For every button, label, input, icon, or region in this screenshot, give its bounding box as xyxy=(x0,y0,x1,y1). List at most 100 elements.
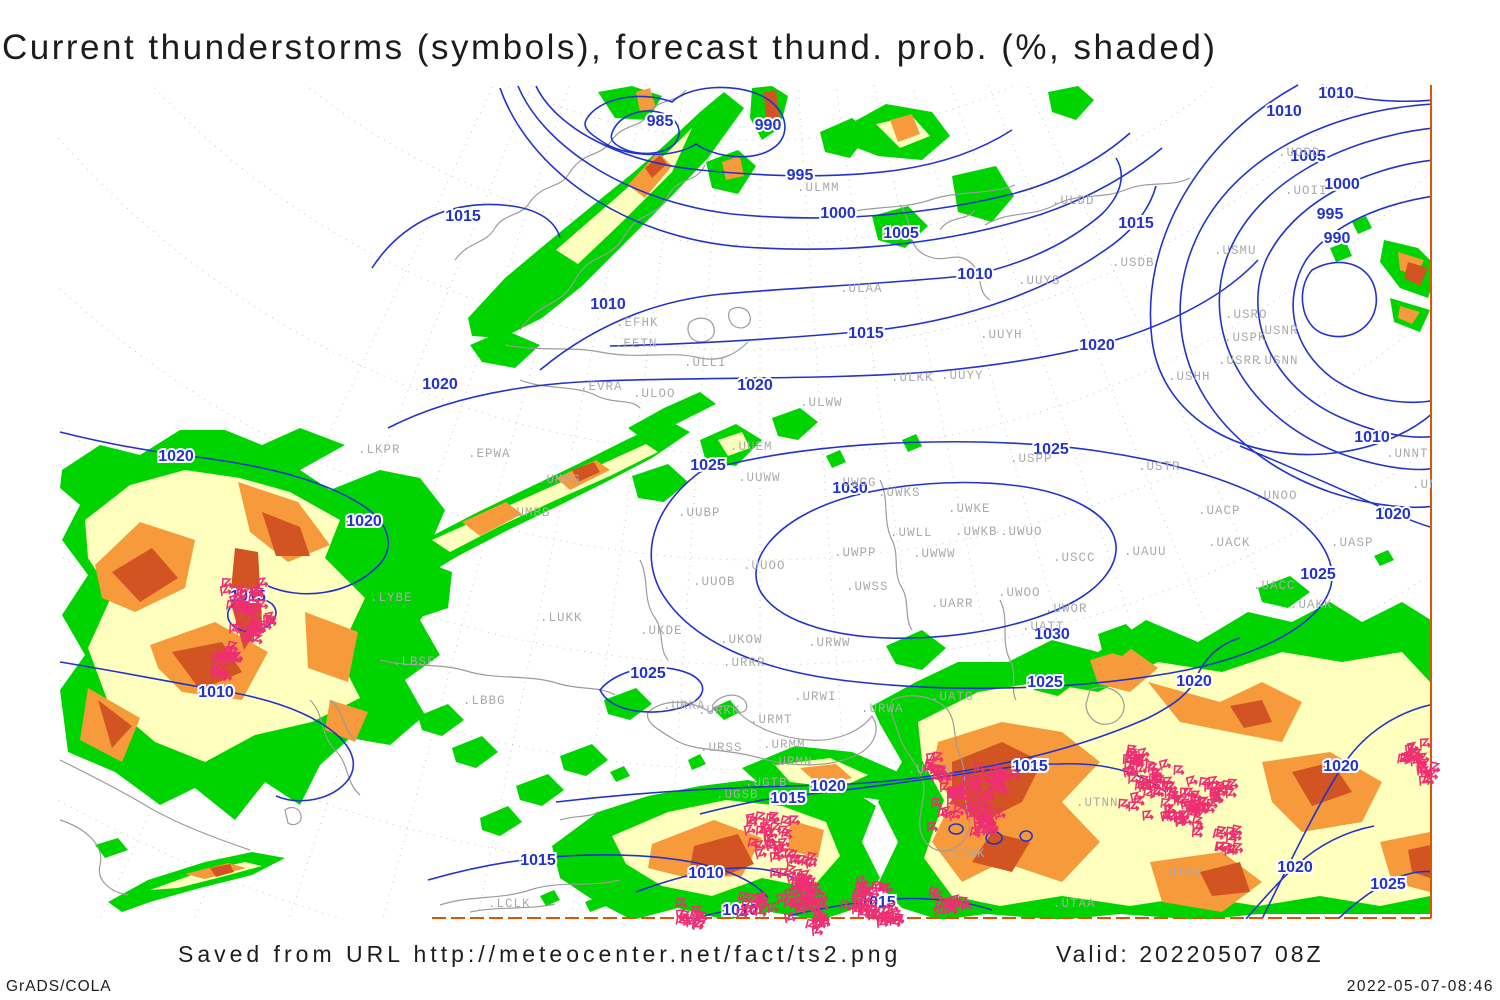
station-label-uuys: .UUYS xyxy=(1018,274,1061,288)
thunderstorm-icon xyxy=(756,891,769,904)
thunderstorm-icon xyxy=(861,885,873,897)
thunderstorm-icon xyxy=(931,889,944,901)
thunderstorm-icon xyxy=(800,869,813,881)
station-label-usro: .USRO xyxy=(1225,308,1268,322)
thunderstorm-icon xyxy=(1129,791,1143,803)
thunderstorm-icon xyxy=(257,599,269,610)
thunderstorm-icon xyxy=(948,899,961,910)
prob-vhigh-area xyxy=(1230,700,1272,728)
prob-low-area xyxy=(688,754,706,770)
thunderstorm-icon xyxy=(811,925,824,937)
prob-low-area xyxy=(772,408,818,440)
thunderstorm-icon xyxy=(221,577,233,589)
isobar-label: 1020 xyxy=(810,778,846,795)
thunderstorm-icon xyxy=(813,911,825,922)
station-label-umbb: .UMBB xyxy=(508,506,551,520)
thunderstorm-icon xyxy=(1118,798,1130,810)
prob-low-area xyxy=(712,700,740,720)
creation-timestamp: 2022-05-07-08:46 xyxy=(1346,978,1494,995)
station-label-lbbg: .LBBG xyxy=(463,694,506,708)
thunderstorm-icon xyxy=(788,849,801,862)
prob-vhigh-area xyxy=(572,462,600,482)
thunderstorm-icon xyxy=(235,588,247,600)
prob-high-area xyxy=(462,502,522,536)
station-label-uspp: .USPP xyxy=(1010,452,1053,466)
station-label-ushh: .USHH xyxy=(1168,370,1211,384)
isobar-label: 1010 xyxy=(1354,429,1390,446)
thunderstorm-icon xyxy=(884,913,897,926)
thunderstorm-icon xyxy=(1151,774,1163,786)
thunderstorm-icon xyxy=(1126,744,1138,756)
thunderstorm-icon xyxy=(877,906,890,917)
station-label-ugsb: .UGSB xyxy=(716,788,759,802)
station-label-lukk: .LUKK xyxy=(540,611,583,625)
page-title: Current thunderstorms (symbols), forecas… xyxy=(2,28,1218,67)
thunderstorm-icon xyxy=(969,826,981,838)
station-label-uatt: .UATT xyxy=(1022,620,1065,634)
thunderstorm-icon xyxy=(988,767,1001,779)
isobar-label: 1010 xyxy=(688,865,724,882)
thunderstorm-icon xyxy=(976,812,989,825)
thunderstorm-icon xyxy=(1165,781,1178,793)
station-label-uubp: .UUBP xyxy=(678,506,721,520)
thunderstorm-icon xyxy=(925,752,938,764)
station-label-urrr: .URRR xyxy=(723,656,766,670)
thunderstorm-icon xyxy=(949,786,961,797)
prob-low-area xyxy=(452,736,498,768)
thunderstorm-icon xyxy=(806,851,818,863)
isobar-label: 1010 xyxy=(590,296,626,313)
thunderstorm-icon xyxy=(1225,788,1237,799)
thunderstorm-icon xyxy=(784,897,796,908)
thunderstorm-icon xyxy=(754,839,767,852)
thunderstorm-icon xyxy=(1213,787,1226,799)
station-label-uuob: .UUOB xyxy=(693,575,736,589)
isobar-labels: 985 9909951000100510101010101510151015102… xyxy=(156,84,1413,919)
thunderstorm-icon xyxy=(804,857,817,869)
isobar-label: 1030 xyxy=(832,480,868,497)
thunderstorm-icon xyxy=(957,896,969,907)
prob-vhigh-area xyxy=(210,864,234,877)
thunderstorm-icon xyxy=(256,577,269,589)
thunderstorm-icon xyxy=(932,765,945,777)
thunderstorm-icon xyxy=(932,751,944,763)
thunderstorm-icon xyxy=(745,904,757,916)
isobar-label: 1020 xyxy=(158,448,194,465)
prob-vhigh-area xyxy=(1200,862,1250,896)
isobar-label: 1020 xyxy=(1323,758,1359,775)
station-label-ulkk: .ULKK xyxy=(891,371,934,385)
thunderstorm-icon xyxy=(251,632,263,645)
station-label-ulli: .ULLI xyxy=(684,356,727,370)
isobar-label: 1005 xyxy=(883,225,919,242)
thunderstorm-icon xyxy=(1191,815,1204,827)
station-label-eetn: .EETN xyxy=(615,337,658,351)
isobar-label: 1015 xyxy=(445,208,481,225)
prob-high-area xyxy=(800,764,852,786)
thunderstorm-icon xyxy=(679,909,691,921)
isobar-label: 1020 xyxy=(1079,337,1115,354)
prob-low-area xyxy=(418,704,464,736)
thunderstorm-icon xyxy=(1142,810,1154,821)
station-label-usrr: .USRR xyxy=(1218,354,1261,368)
thunderstorm-icon xyxy=(1128,773,1140,785)
isobar-label: 1005 xyxy=(1290,148,1326,165)
station-label-urww: .URWW xyxy=(808,636,851,650)
station-label-uwks: .UWKS xyxy=(878,486,921,500)
thunderstorm-icon xyxy=(1404,751,1416,762)
thunderstorm-icon xyxy=(965,808,978,820)
station-label-urmm: .URMM xyxy=(763,738,806,752)
station-label-usnr: .USNR xyxy=(1256,324,1299,338)
prob-low-area xyxy=(470,330,540,368)
isobar-label: 995 xyxy=(1317,206,1344,223)
station-label-unoo: .UNOO xyxy=(1255,489,1298,503)
thunderstorm-icon xyxy=(993,808,1006,821)
prob-low-area xyxy=(610,766,630,782)
station-label-urmt: .URMT xyxy=(750,713,793,727)
isobar-label: 1030 xyxy=(1034,626,1070,643)
station-label-ukde: .UKDE xyxy=(640,624,683,638)
station-label-ummg: .UMMG xyxy=(538,473,581,487)
station-label-uwoo: .UWOO xyxy=(998,586,1041,600)
thunderstorm-icon xyxy=(856,875,869,888)
station-label-evra: .EVRA xyxy=(580,380,623,394)
isobar-label: 1015 xyxy=(770,790,806,807)
